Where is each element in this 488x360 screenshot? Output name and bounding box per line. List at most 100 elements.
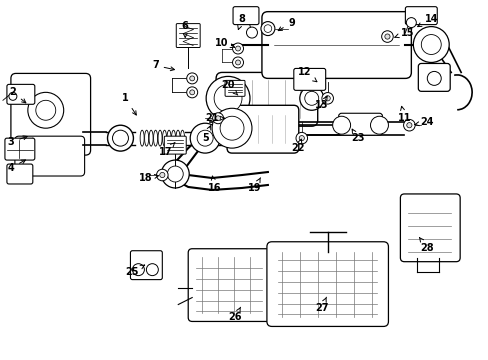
Circle shape: [215, 116, 220, 121]
Text: 7: 7: [152, 60, 174, 71]
FancyBboxPatch shape: [15, 136, 84, 176]
Circle shape: [214, 84, 242, 112]
Circle shape: [190, 123, 220, 153]
Ellipse shape: [162, 130, 166, 146]
FancyBboxPatch shape: [224, 80, 244, 96]
Circle shape: [235, 60, 240, 65]
Circle shape: [332, 116, 350, 134]
Circle shape: [206, 76, 249, 120]
Ellipse shape: [144, 130, 148, 146]
FancyBboxPatch shape: [233, 7, 259, 24]
Text: 26: 26: [228, 307, 241, 323]
Ellipse shape: [167, 130, 171, 146]
FancyBboxPatch shape: [130, 251, 162, 280]
Circle shape: [112, 130, 128, 146]
Circle shape: [28, 92, 63, 128]
Circle shape: [189, 76, 194, 81]
Circle shape: [384, 34, 389, 39]
Text: 6: 6: [182, 21, 188, 37]
Text: 4: 4: [7, 160, 25, 173]
Circle shape: [160, 172, 164, 177]
Circle shape: [189, 90, 194, 95]
Text: 10: 10: [215, 37, 234, 48]
Circle shape: [232, 57, 243, 68]
Text: 20: 20: [221, 80, 237, 95]
Ellipse shape: [176, 130, 180, 146]
Circle shape: [299, 136, 304, 141]
Circle shape: [246, 27, 257, 38]
Circle shape: [9, 92, 17, 100]
Text: 12: 12: [297, 67, 316, 82]
Text: 27: 27: [314, 297, 328, 312]
FancyBboxPatch shape: [176, 24, 200, 48]
Text: 3: 3: [7, 136, 27, 147]
Text: 16: 16: [208, 176, 222, 193]
FancyBboxPatch shape: [338, 113, 382, 135]
Circle shape: [220, 116, 244, 140]
Circle shape: [370, 116, 387, 134]
Text: 22: 22: [290, 139, 304, 153]
Text: 15: 15: [394, 28, 413, 38]
Circle shape: [261, 22, 274, 36]
FancyBboxPatch shape: [417, 63, 449, 91]
Text: 14: 14: [417, 14, 437, 27]
FancyBboxPatch shape: [262, 12, 410, 78]
Circle shape: [406, 18, 415, 28]
Text: 11: 11: [397, 106, 410, 123]
Circle shape: [403, 120, 414, 131]
Text: 23: 23: [350, 129, 364, 143]
Circle shape: [295, 132, 307, 144]
Circle shape: [212, 113, 223, 124]
Text: 8: 8: [237, 14, 245, 30]
Text: 18: 18: [138, 173, 158, 183]
Circle shape: [321, 93, 333, 104]
Circle shape: [427, 71, 440, 85]
Text: 5: 5: [202, 126, 210, 143]
Circle shape: [235, 46, 240, 51]
FancyBboxPatch shape: [405, 7, 436, 24]
Circle shape: [212, 108, 251, 148]
Text: 13: 13: [314, 96, 328, 110]
Ellipse shape: [149, 130, 153, 146]
Text: 2: 2: [9, 87, 26, 103]
Text: 24: 24: [414, 117, 433, 127]
FancyBboxPatch shape: [400, 194, 459, 262]
Circle shape: [381, 31, 392, 42]
Circle shape: [156, 169, 168, 181]
FancyBboxPatch shape: [293, 68, 325, 90]
Ellipse shape: [158, 130, 162, 146]
FancyBboxPatch shape: [216, 72, 317, 126]
Circle shape: [107, 125, 133, 151]
Circle shape: [186, 73, 197, 84]
Circle shape: [36, 100, 56, 120]
Circle shape: [167, 166, 183, 182]
Circle shape: [186, 87, 197, 98]
Circle shape: [406, 123, 411, 128]
Ellipse shape: [140, 130, 144, 146]
Circle shape: [197, 130, 213, 146]
Text: 1: 1: [122, 93, 136, 115]
FancyBboxPatch shape: [188, 249, 270, 321]
FancyBboxPatch shape: [164, 136, 186, 154]
Circle shape: [299, 86, 323, 110]
FancyBboxPatch shape: [7, 164, 33, 184]
Circle shape: [421, 35, 440, 54]
Text: 28: 28: [419, 238, 433, 253]
FancyBboxPatch shape: [5, 138, 35, 160]
FancyBboxPatch shape: [11, 73, 90, 155]
Circle shape: [325, 96, 329, 101]
Circle shape: [146, 264, 158, 276]
Circle shape: [304, 91, 318, 105]
FancyBboxPatch shape: [226, 105, 298, 153]
Text: 25: 25: [125, 265, 144, 276]
Text: 19: 19: [248, 178, 261, 193]
Circle shape: [412, 27, 448, 62]
Circle shape: [264, 25, 271, 32]
Circle shape: [232, 43, 243, 54]
Text: 17: 17: [158, 142, 175, 157]
Ellipse shape: [171, 130, 175, 146]
Circle shape: [132, 264, 144, 276]
Circle shape: [161, 160, 189, 188]
Ellipse shape: [180, 130, 184, 146]
Text: 9: 9: [278, 18, 295, 31]
